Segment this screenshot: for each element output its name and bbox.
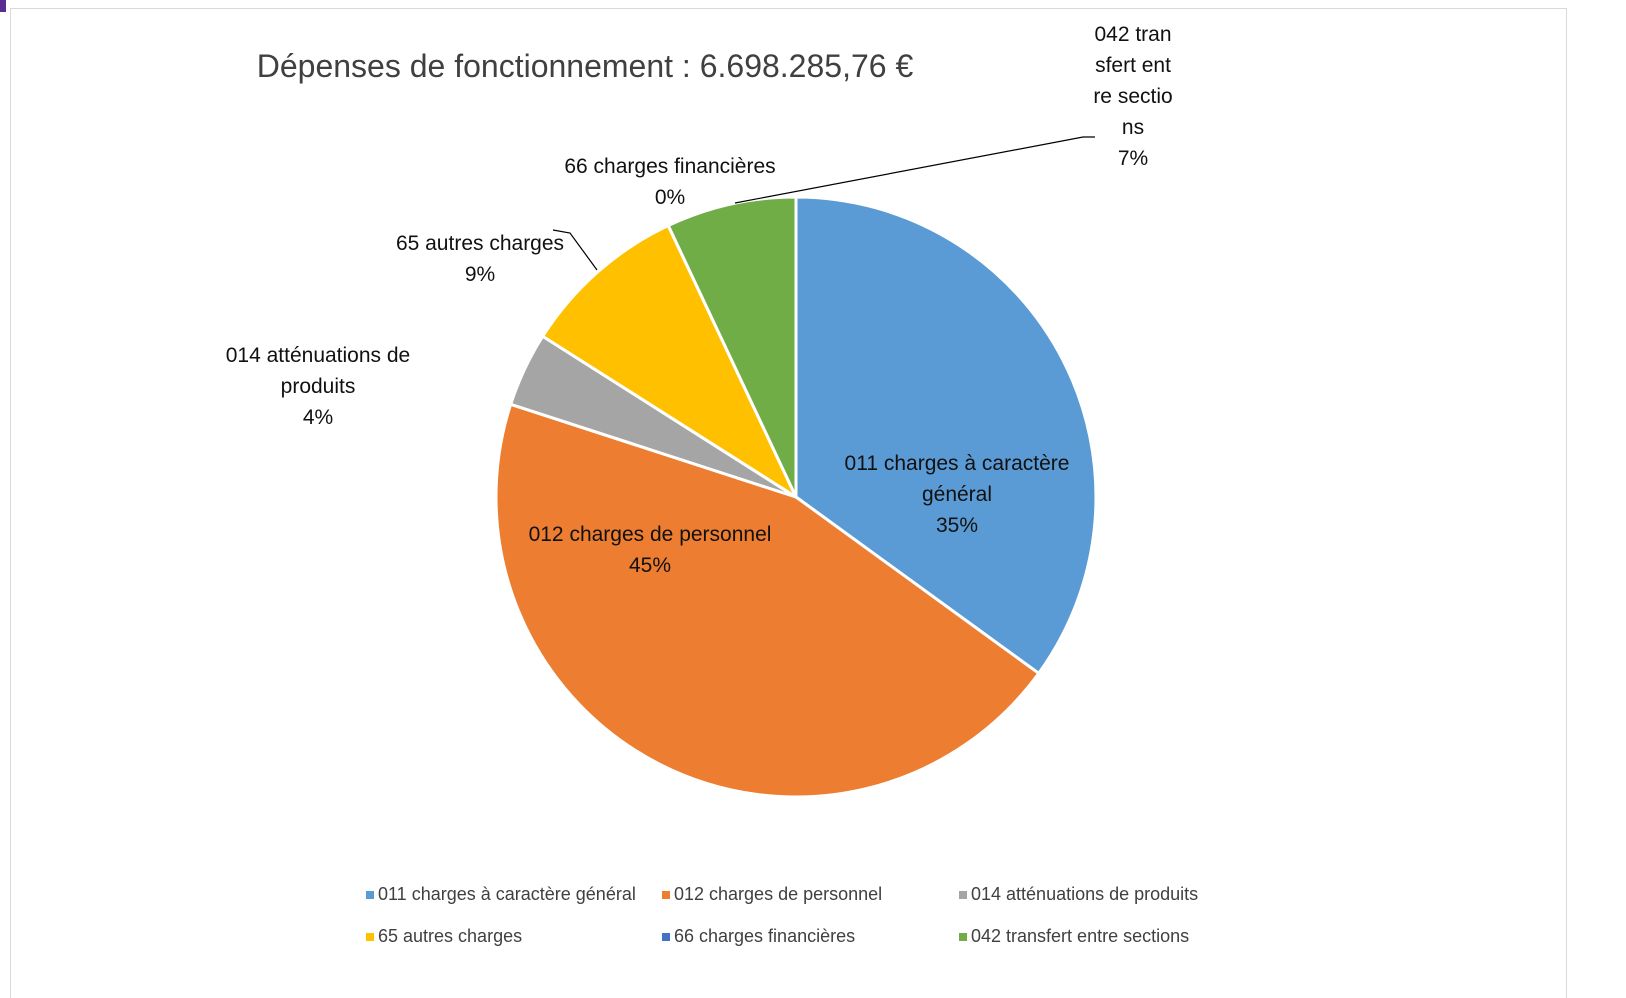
data-label: 66 charges financières 0% — [540, 151, 800, 213]
legend-swatch — [959, 890, 967, 899]
data-label-name: 042 transfert entre sections — [1093, 23, 1173, 139]
data-label: 042 transfert entre sections 7% — [1093, 19, 1173, 174]
legend-swatch — [662, 932, 670, 941]
leader-line — [552, 229, 598, 271]
data-label-value: 4% — [302, 406, 334, 429]
legend-swatch — [662, 890, 670, 899]
data-label-name: 65 autres charges — [395, 232, 565, 255]
legend-item: 65 autres charges — [366, 926, 522, 947]
legend-item: 014 atténuations de produits — [959, 884, 1198, 905]
legend-label: 011 charges à caractère général — [378, 884, 636, 904]
pie-slice — [494, 402, 1041, 799]
data-label: 014 atténuations de produits 4% — [203, 340, 433, 433]
data-label-name: 014 atténuations de produits — [225, 344, 411, 398]
data-label-value: 35% — [935, 514, 979, 537]
pie-slice — [540, 223, 800, 502]
data-label-value: 7% — [1117, 147, 1149, 170]
legend-item: 66 charges financières — [662, 926, 855, 947]
chart-frame — [10, 8, 1567, 998]
legend-label: 012 charges de personnel — [674, 884, 883, 904]
legend-item: 042 transfert entre sections — [959, 926, 1189, 947]
legend-swatch — [366, 932, 374, 941]
chart-title: Dépenses de fonctionnement : 6.698.285,7… — [256, 48, 914, 84]
data-label-name: 66 charges financières — [564, 155, 776, 178]
legend-item: 012 charges de personnel — [662, 884, 882, 905]
legend-label: 66 charges financières — [674, 926, 856, 946]
legend-item: 011 charges à caractère général — [366, 884, 636, 905]
data-label-value: 0% — [654, 186, 686, 209]
legend-swatch — [366, 890, 374, 899]
legend-label: 042 transfert entre sections — [971, 926, 1190, 946]
data-label-value: 9% — [464, 263, 496, 286]
pie-slice — [666, 195, 798, 498]
data-label-name: 011 charges à caractère général — [844, 452, 1070, 506]
legend-label: 65 autres charges — [378, 926, 523, 946]
legend-label: 014 atténuations de produits — [971, 884, 1199, 904]
data-label-name: 012 charges de personnel — [528, 523, 772, 546]
pie-slice — [794, 195, 1098, 676]
data-label-value: 45% — [628, 554, 672, 577]
corner-mark — [0, 0, 6, 12]
data-label: 011 charges à caractère général 35% — [822, 448, 1092, 541]
legend-swatch — [959, 932, 967, 941]
leader-line — [734, 136, 1095, 204]
data-label: 012 charges de personnel 45% — [500, 519, 800, 581]
data-label: 65 autres charges 9% — [380, 228, 580, 290]
